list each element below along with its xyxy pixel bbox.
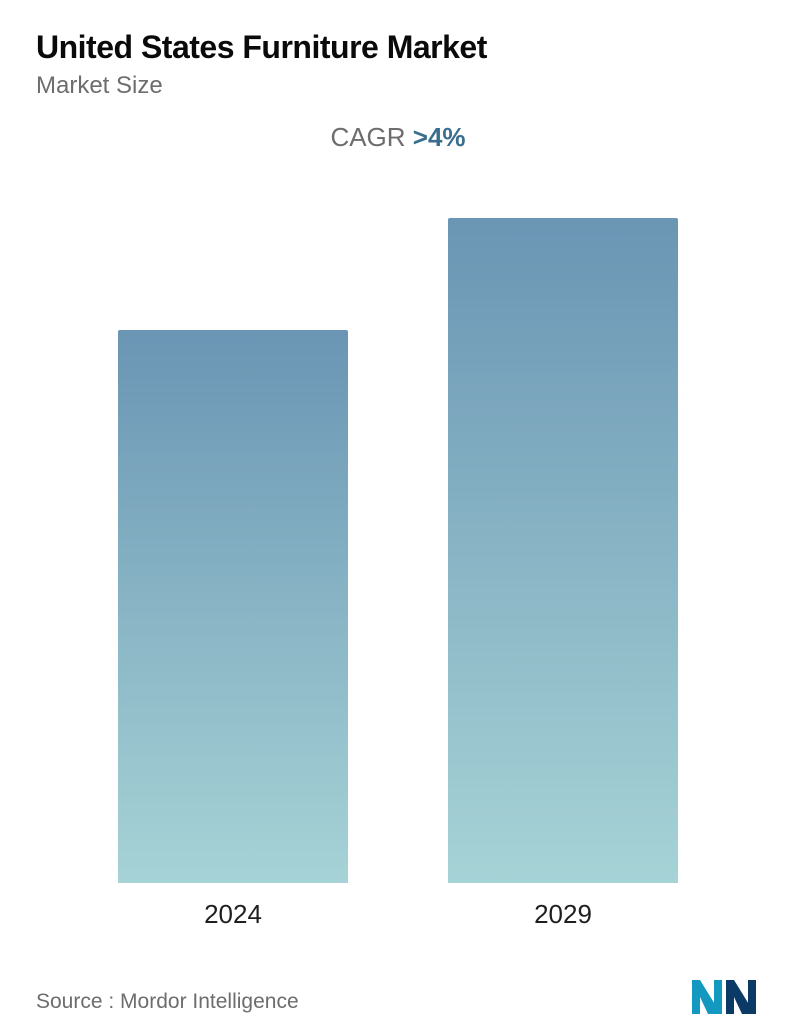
brand-logo-icon: [692, 970, 758, 1014]
bar: [448, 218, 678, 883]
footer: Source : Mordor Intelligence: [36, 970, 760, 1014]
cagr-annotation: CAGR >4%: [36, 122, 760, 153]
source-attribution: Source : Mordor Intelligence: [36, 990, 299, 1014]
bar-x-label: 2029: [534, 899, 592, 930]
chart-card: United States Furniture Market Market Si…: [0, 0, 796, 1034]
cagr-value: >4%: [413, 122, 466, 152]
bar-chart: 2024 2029: [36, 179, 760, 930]
chart-subtitle: Market Size: [36, 72, 760, 100]
bar: [118, 330, 348, 883]
bar-group: 2024: [118, 330, 348, 930]
cagr-label: CAGR: [330, 122, 412, 152]
chart-title: United States Furniture Market: [36, 28, 760, 66]
bar-x-label: 2024: [204, 899, 262, 930]
bar-group: 2029: [448, 218, 678, 930]
